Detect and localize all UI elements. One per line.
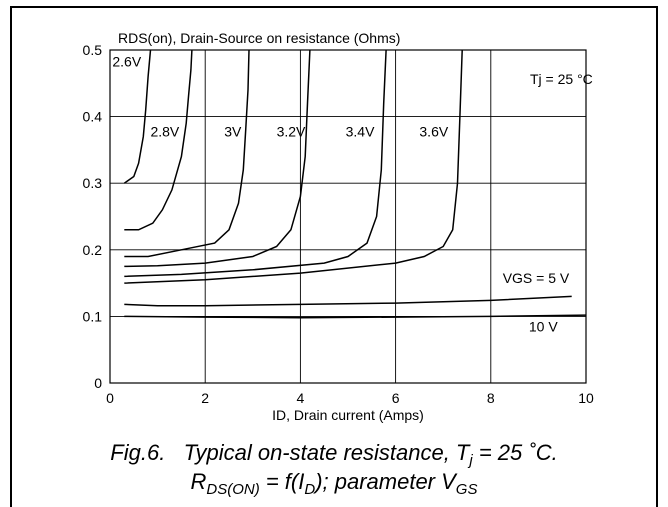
series-line (123, 49, 152, 184)
series-line (124, 49, 463, 284)
curve-label: 3.4V (346, 124, 375, 140)
series-line (124, 314, 587, 319)
y-tick-label: 0.2 (83, 242, 103, 258)
figure-number: Fig.6. (110, 440, 166, 465)
x-axis-label: ID, Drain current (Amps) (272, 407, 424, 423)
temperature-annotation: Tj = 25 °C (530, 71, 593, 87)
x-tick-label: 2 (201, 390, 209, 406)
y-tick-label: 0 (94, 375, 102, 391)
series-lines (123, 49, 587, 319)
curve-label: 3.2V (277, 124, 306, 140)
grid (110, 50, 586, 383)
curve-label: 2.6V (112, 54, 141, 70)
curve-label: 3V (224, 124, 242, 140)
rds-on-chart: 0 2 4 6 8 10 0 0.1 0.2 0.3 0.4 0.5 2.6V 2.8V 3V 3.2V 3.… (83, 30, 594, 423)
curve-label: 2.8V (150, 124, 179, 140)
caption-sub-d: D (304, 481, 316, 498)
y-tick-label: 0.1 (83, 308, 103, 324)
curve-label: 3.6V (419, 124, 448, 140)
caption-mid: = f(I (259, 469, 305, 494)
axis-ticks: 0 2 4 6 8 10 0 0.1 0.2 0.3 0.4 0.5 (83, 42, 594, 406)
caption-post: ); parameter V (315, 469, 456, 494)
x-tick-label: 0 (106, 390, 114, 406)
chart-title: RDS(on), Drain-Source on resistance (Ohm… (118, 30, 400, 46)
y-tick-label: 0.3 (83, 175, 103, 191)
caption-line-2: RDS(ON) = f(ID); parameter VGS (0, 469, 668, 498)
x-tick-label: 6 (392, 390, 400, 406)
caption-r: R (190, 469, 207, 494)
series-line (124, 49, 250, 258)
x-tick-label: 4 (297, 390, 305, 406)
y-tick-label: 0.4 (83, 109, 103, 125)
series-line (124, 49, 193, 231)
curve-label: VGS = 5 V (503, 270, 570, 286)
series-line (124, 49, 387, 278)
plot-area-border (109, 49, 587, 384)
caption-sub-gs: GS (455, 481, 478, 498)
y-tick-label: 0.5 (83, 42, 103, 58)
x-tick-label: 10 (578, 390, 594, 406)
caption-sub-ds: DS(ON) (206, 481, 260, 498)
x-tick-label: 8 (487, 390, 495, 406)
caption-text-1b: = 25 ˚C. (472, 440, 558, 465)
curve-label: 10 V (529, 319, 558, 335)
caption-text-1: Typical on-state resistance, T (183, 440, 470, 465)
caption-line-1: Fig.6. Typical on-state resistance, Tj =… (0, 440, 668, 469)
curve-labels: 2.6V 2.8V 3V 3.2V 3.4V 3.6V VGS = 5 V 10 V (112, 54, 570, 335)
series-line (124, 49, 311, 268)
series-line (124, 295, 572, 307)
figure-frame (10, 6, 658, 507)
caption-sub-j: j (469, 452, 473, 469)
